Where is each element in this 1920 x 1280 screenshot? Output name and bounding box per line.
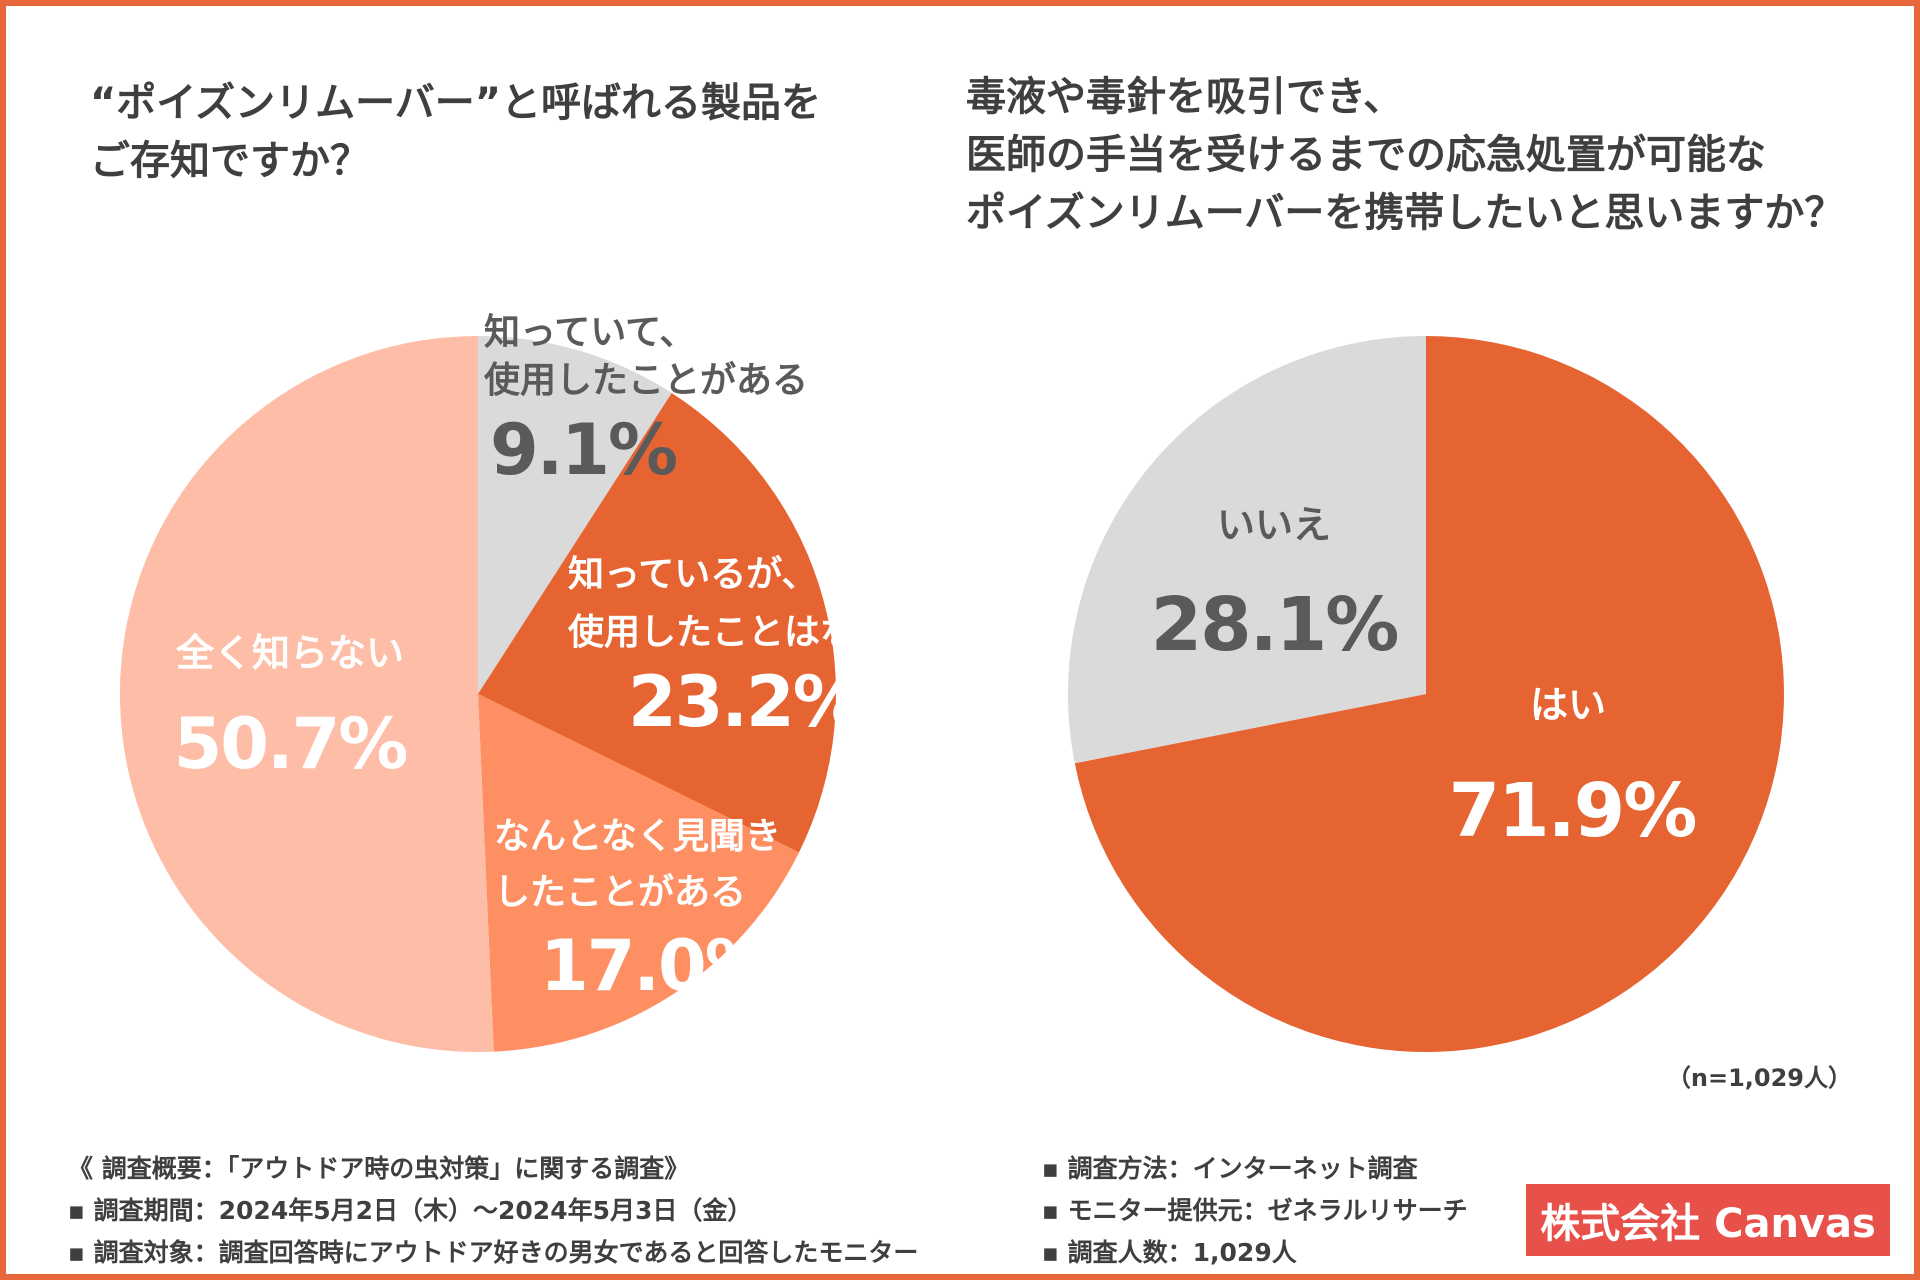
awareness-slice-2-label: 使用したことはない — [568, 612, 892, 653]
awareness-slice-2 — [478, 392, 837, 853]
awareness-slice-1-label: 使用したことがある — [484, 360, 808, 401]
survey-target: ▪ 調査対象：調査回答時にアウトドア好きの男女であると回答したモニター — [68, 1238, 919, 1267]
awareness-slice-2-value: 23.2% — [628, 661, 861, 743]
sample-size-note: （n=1,029人） — [1666, 1064, 1852, 1092]
question-2-title: 毒液や毒針を吸引でき、 医師の手当を受けるまでの応急処置が可能な ポイズンリムー… — [966, 68, 1844, 242]
monitor-provider: ▪ モニター提供元：ゼネラルリサーチ — [1042, 1196, 1468, 1225]
pie-chart-carry-intent: はい 71.9% いいえ 28.1% — [1068, 336, 1785, 1052]
awareness-slice-4-value: 50.7% — [174, 703, 407, 785]
survey-method: ▪ 調査方法：インターネット調査 — [1042, 1154, 1418, 1183]
carry-intent-slice-1-value: 71.9% — [1449, 768, 1696, 854]
question-2-title-line-3: ポイズンリムーバーを携帯したいと思いますか？ — [966, 190, 1845, 236]
awareness-slice-3-label: なんとなく見聞き — [494, 816, 781, 857]
question-2-title-line-2: 医師の手当を受けるまでの応急処置が可能な — [966, 132, 1766, 178]
carry-intent-slice-1-label: はい — [1530, 683, 1606, 727]
survey-summary-right: ▪ 調査方法：インターネット調査 ▪ モニター提供元：ゼネラルリサーチ ▪ 調査… — [1042, 1148, 1468, 1274]
awareness-slice-1-label: 知っていて、 — [484, 312, 695, 353]
awareness-slice-3-value: 17.0% — [540, 925, 773, 1007]
awareness-slice-4-label: 全く知らない — [175, 631, 404, 675]
awareness-slice-2-label: 知っているが、 — [568, 554, 817, 595]
carry-intent-slice-1 — [1074, 336, 1785, 1052]
survey-summary-heading: 《 調査概要：「アウトドア時の虫対策」に関する調査》 — [68, 1154, 690, 1183]
pie-chart-awareness: 知っていて、使用したことがある 9.1% 知っているが、使用したことはない 23.2%… — [119, 312, 892, 1052]
question-1-title-line-1: “ポイズンリムーバー”と呼ばれる製品を — [90, 80, 821, 126]
survey-period: ▪ 調査期間：2024年5月2日（木）～2024年5月3日（金） — [68, 1196, 753, 1225]
question-1-title: “ポイズンリムーバー”と呼ばれる製品を ご存知ですか？ — [90, 74, 821, 190]
awareness-slice-3 — [478, 694, 799, 1052]
awareness-slice-3-label: したことがある — [494, 872, 746, 913]
question-2-title-line-1: 毒液や毒針を吸引でき、 — [966, 74, 1404, 120]
carry-intent-slice-2 — [1068, 336, 1426, 764]
company-logo-badge: 株式会社 Canvas — [1526, 1184, 1890, 1256]
carry-intent-slice-2-label: いいえ — [1217, 503, 1331, 547]
awareness-slice-4 — [119, 336, 494, 1052]
awareness-slice-1-value: 9.1% — [490, 409, 676, 491]
carry-intent-slice-2-value: 28.1% — [1151, 582, 1398, 668]
survey-respondents: ▪ 調査人数：1,029人 — [1042, 1238, 1297, 1267]
question-1-title-line-2: ご存知ですか？ — [90, 138, 370, 184]
awareness-slice-1 — [478, 336, 672, 694]
survey-summary-left: 《 調査概要：「アウトドア時の虫対策」に関する調査》 ▪ 調査期間：2024年5… — [68, 1148, 918, 1274]
